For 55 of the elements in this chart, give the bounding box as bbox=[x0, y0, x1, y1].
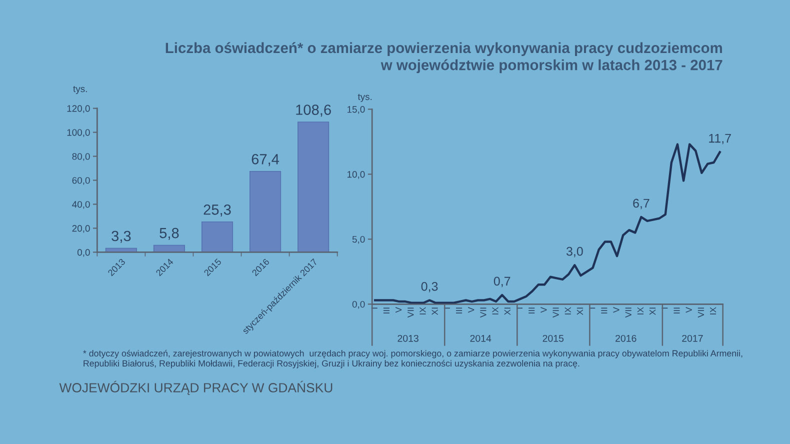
x-tick-label: III bbox=[456, 308, 462, 314]
data-label: 5,8 bbox=[160, 228, 179, 240]
data-label: 3,0 bbox=[566, 246, 583, 258]
y-tick-label: 100,0 bbox=[67, 129, 90, 137]
y-tick-label: 20,0 bbox=[72, 225, 90, 233]
text: Liczba oświadczeń* o zamiarze powierzenia wykonywania pracy cudzoziemcom w województwie pomorskim w latach 2013 - 2017 bbox=[166, 42, 722, 74]
x-tick-label: IX bbox=[637, 307, 644, 314]
x2-tick-label: 2016 bbox=[616, 334, 636, 342]
y-tick-label: 15,0 bbox=[347, 106, 365, 114]
data-label: 6,7 bbox=[633, 198, 650, 210]
data-label: 67,4 bbox=[252, 154, 280, 166]
x-tick-label: III bbox=[601, 308, 608, 314]
x2-tick-label: 2014 bbox=[470, 334, 492, 342]
y-tick-label: 10,0 bbox=[347, 171, 365, 179]
x-tick-label: XI bbox=[650, 308, 656, 315]
x-tick-label: XI bbox=[504, 308, 510, 315]
data-label: 0,7 bbox=[494, 276, 510, 288]
y-tick-label: 5,0 bbox=[352, 236, 365, 244]
x-tick-label: V bbox=[540, 306, 547, 313]
y-tick-label: 40,0 bbox=[72, 201, 90, 209]
data-label: 108,6 bbox=[296, 104, 331, 117]
x-tick-label: V bbox=[686, 306, 692, 313]
x-tick-label: V bbox=[396, 306, 402, 313]
x-tick-label: VII bbox=[625, 308, 632, 318]
y-tick-label: 0,0 bbox=[77, 249, 90, 257]
x-tick-label: III bbox=[674, 308, 680, 314]
text: * dotyczy oświadczeń, zarejestrowanych w powiatowych urzędach pracy woj. pomorskiego, o zamiarze powierzenia wykonywania pracy obywatelom Republiki Armenii, Republiki Białoruś, Republiki Mołdawii, Federacji Rosyjskiej, Gruzji i Ukrainy bez konieczności uzyskania zezwolenia na pracę. bbox=[83, 350, 742, 368]
x2-tick-label: 2017 bbox=[682, 334, 703, 342]
y-axis-title: tys. bbox=[73, 86, 87, 94]
x-tick-label: IX bbox=[710, 307, 716, 314]
x-tick-label: IX bbox=[492, 307, 498, 314]
x-tick-label: VII bbox=[698, 308, 704, 318]
data-label: 11,7 bbox=[709, 134, 731, 144]
x2-tick-label: 2015 bbox=[542, 334, 564, 342]
x-tick-label: IX bbox=[564, 307, 571, 314]
x-tick-label: XI bbox=[432, 308, 438, 315]
x-tick-label: V bbox=[613, 306, 620, 313]
data-label: 0,3 bbox=[421, 282, 438, 292]
x-tick-label: VII bbox=[552, 308, 559, 318]
data-label: 25,3 bbox=[204, 204, 231, 217]
data-label: 3,3 bbox=[112, 230, 131, 243]
x-tick-label: III bbox=[528, 308, 535, 314]
x-tick-label: IX bbox=[420, 307, 426, 314]
x-tick-label: XI bbox=[576, 308, 583, 315]
y-tick-label: 0,0 bbox=[352, 300, 365, 309]
y-tick-label: 60,0 bbox=[72, 177, 90, 185]
x-tick-label: VII bbox=[408, 308, 414, 318]
y-tick-label: 120,0 bbox=[67, 105, 90, 113]
text: WOJEWÓDZKI URZĄD PRACY W GDAŃSKU bbox=[59, 380, 332, 395]
y-axis-title: tys. bbox=[358, 94, 372, 102]
y-tick-label: 80,0 bbox=[72, 153, 90, 161]
x-tick-label: V bbox=[468, 306, 474, 313]
x-tick-label: VII bbox=[480, 308, 486, 318]
x-tick-label: III bbox=[383, 308, 390, 314]
x2-tick-label: 2013 bbox=[398, 334, 418, 342]
